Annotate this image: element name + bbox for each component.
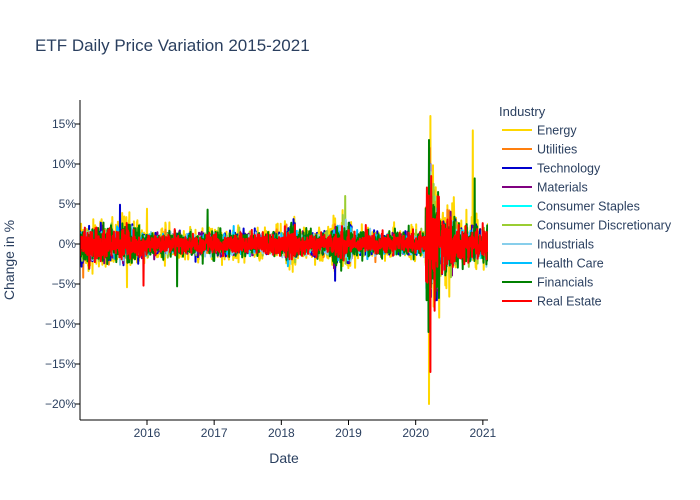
x-tick-label: 2019	[335, 426, 362, 440]
legend-label[interactable]: Materials	[537, 181, 588, 195]
legend-label[interactable]: Consumer Discretionary	[537, 219, 672, 233]
legend-label[interactable]: Utilities	[537, 143, 577, 157]
y-ticks: 15% 10% 5% 0% −5% −10% −15% −20%	[45, 117, 80, 411]
y-tick-label: 15%	[52, 117, 76, 131]
x-tick-label: 2020	[402, 426, 429, 440]
series-line-real-estate	[80, 175, 488, 373]
y-tick-label: 0%	[59, 237, 77, 251]
legend-label[interactable]: Real Estate	[537, 295, 602, 309]
x-tick-label: 2018	[268, 426, 295, 440]
legend: Industry Energy Utilities Technology Materi…	[499, 104, 672, 309]
x-tick-label: 2021	[469, 426, 496, 440]
y-tick-label: −20%	[45, 397, 76, 411]
y-tick-label: −5%	[52, 277, 77, 291]
legend-title: Industry	[499, 104, 546, 119]
series-group	[80, 115, 488, 405]
y-tick-label: −10%	[45, 317, 76, 331]
x-tick-label: 2016	[134, 426, 161, 440]
x-axis-title: Date	[269, 450, 299, 466]
y-tick-label: 10%	[52, 157, 76, 171]
legend-label[interactable]: Health Care	[537, 257, 604, 271]
legend-label[interactable]: Financials	[537, 276, 593, 290]
y-tick-label: −15%	[45, 357, 76, 371]
y-axis-title: Change in %	[1, 220, 17, 300]
legend-label[interactable]: Consumer Staples	[537, 200, 640, 214]
legend-label[interactable]: Energy	[537, 124, 577, 138]
x-tick-label: 2017	[201, 426, 228, 440]
legend-label[interactable]: Industrials	[537, 238, 594, 252]
y-tick-label: 5%	[59, 197, 77, 211]
legend-label[interactable]: Technology	[537, 162, 601, 176]
x-ticks: 2016 2017 2018 2019 2020 2021	[134, 420, 497, 440]
chart-title: ETF Daily Price Variation 2015-2021	[35, 36, 310, 55]
plot-area	[79, 100, 488, 421]
